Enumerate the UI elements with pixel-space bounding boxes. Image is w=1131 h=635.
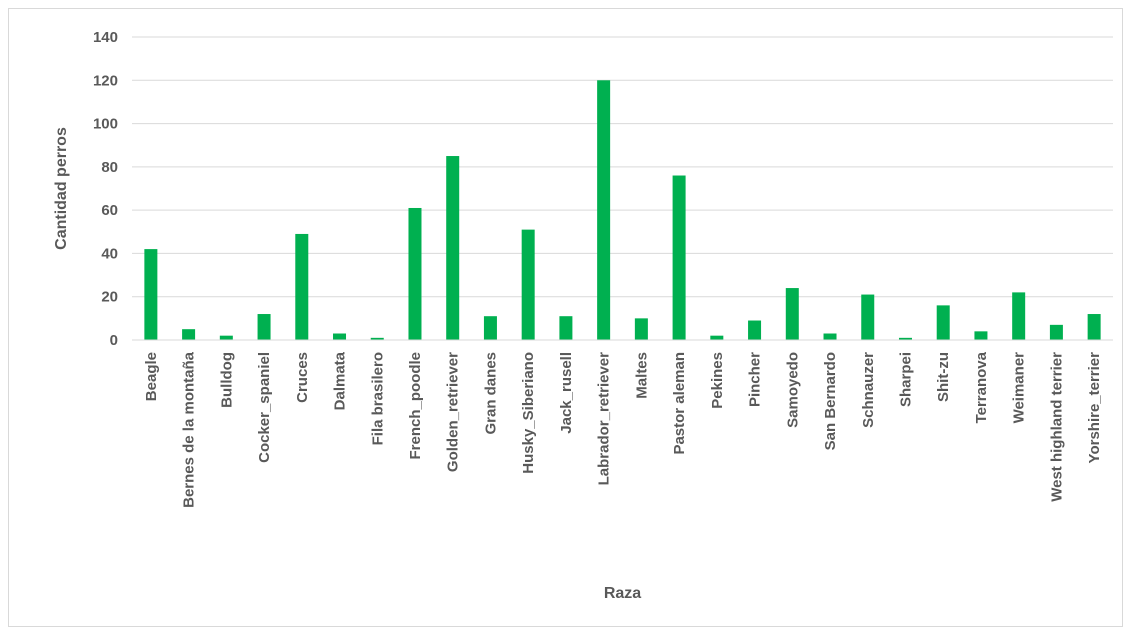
x-tick-label: Samoyedo <box>784 352 801 428</box>
bars <box>144 80 1101 341</box>
x-tick-label: Pekines <box>709 352 726 409</box>
y-tick-label: 100 <box>93 116 118 133</box>
x-tick-label: Schnauzer <box>860 352 877 428</box>
bar <box>974 331 988 340</box>
x-tick-label: Bulldog <box>218 352 235 408</box>
bar <box>333 333 347 340</box>
x-tick-label: Weimaner <box>1011 352 1028 424</box>
gridlines <box>132 36 1113 298</box>
y-tick-label: 80 <box>101 159 118 176</box>
x-axis-title: Raza <box>604 585 641 602</box>
y-axis-title: Cantidad perros <box>53 127 70 250</box>
bar <box>370 337 384 340</box>
x-tick-label: Beagle <box>143 352 160 401</box>
x-tick-label: Maltes <box>633 352 650 399</box>
x-tick-label: Fila brasilero <box>369 352 386 445</box>
bar <box>936 305 950 340</box>
x-tick-label: Sharpei <box>897 352 914 407</box>
bar <box>785 288 799 340</box>
bar <box>219 335 233 340</box>
bar <box>182 329 196 340</box>
bar <box>408 207 422 340</box>
x-tick-label: Jack_rusell <box>558 352 575 434</box>
bar <box>1049 324 1063 340</box>
bar <box>483 316 497 340</box>
bar <box>748 320 762 340</box>
y-axis-ticks: 0 20 40 60 80 100 120 140 <box>93 29 118 349</box>
x-tick-label: Pincher <box>747 352 764 407</box>
y-tick-label: 0 <box>110 332 118 349</box>
bar <box>710 335 724 340</box>
x-tick-label: Labrador_retriever <box>596 352 613 486</box>
x-axis-ticks: Beagle Bernes de la montaña Bulldog Cocker_… <box>143 351 1103 508</box>
bar <box>144 249 158 340</box>
bar <box>257 314 271 340</box>
x-tick-label: Dalmata <box>332 351 349 410</box>
x-tick-label: Husky_Siberiano <box>520 352 537 474</box>
bar <box>1012 292 1026 340</box>
x-tick-label: Pastor aleman <box>671 352 688 455</box>
x-tick-label: West highland terrier <box>1048 352 1065 502</box>
bar <box>295 233 309 340</box>
bar <box>559 316 573 340</box>
x-tick-label: San Bernardo <box>822 352 839 450</box>
bar <box>446 156 460 340</box>
y-tick-label: 60 <box>101 202 118 219</box>
x-tick-label: Bernes de la montaña <box>181 351 198 508</box>
x-tick-label: Golden_retriever <box>445 352 462 472</box>
bar <box>823 333 837 340</box>
y-tick-label: 40 <box>101 245 118 262</box>
x-tick-label: Yorshire_terrier <box>1086 352 1103 464</box>
y-tick-label: 20 <box>101 289 118 306</box>
x-tick-label: Cocker_spaniel <box>256 352 273 463</box>
x-tick-label: Terranova <box>973 351 990 423</box>
x-tick-label: French_poodle <box>407 352 424 460</box>
x-tick-label: Shit-zu <box>935 352 952 402</box>
bar <box>521 229 535 340</box>
x-tick-label: Gran danes <box>482 352 499 435</box>
bar <box>1087 314 1101 340</box>
bar <box>634 318 648 340</box>
y-tick-label: 140 <box>93 29 118 46</box>
y-tick-label: 120 <box>93 72 118 89</box>
bar <box>861 294 875 340</box>
bar <box>898 337 912 340</box>
bar <box>597 80 611 341</box>
x-tick-label: Cruces <box>294 352 311 403</box>
bar <box>672 175 686 340</box>
